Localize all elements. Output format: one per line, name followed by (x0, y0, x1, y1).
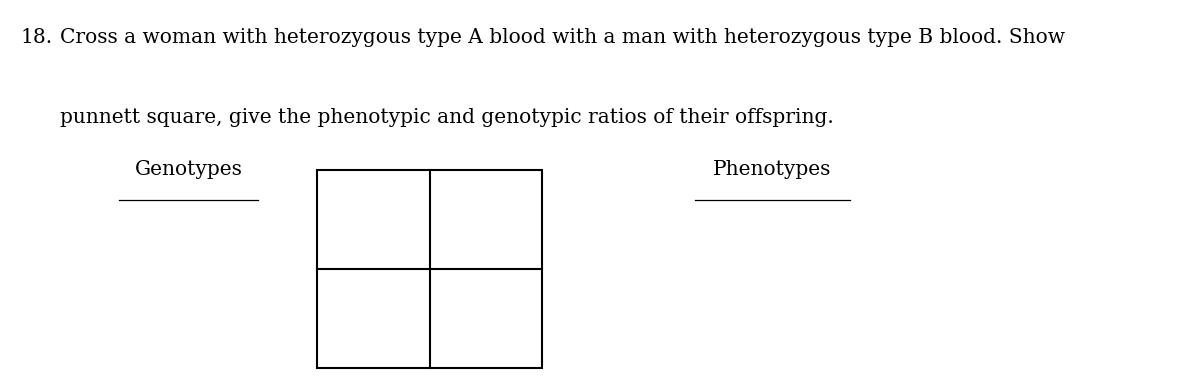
Text: Phenotypes: Phenotypes (713, 160, 832, 179)
Text: Cross a woman with heterozygous type A blood with a man with heterozygous type B: Cross a woman with heterozygous type A b… (60, 28, 1066, 47)
Text: Genotypes: Genotypes (134, 160, 242, 179)
Text: 18.: 18. (20, 28, 53, 47)
Bar (317, 169, 542, 368)
Text: punnett square, give the phenotypic and genotypic ratios of their offspring.: punnett square, give the phenotypic and … (60, 109, 834, 127)
